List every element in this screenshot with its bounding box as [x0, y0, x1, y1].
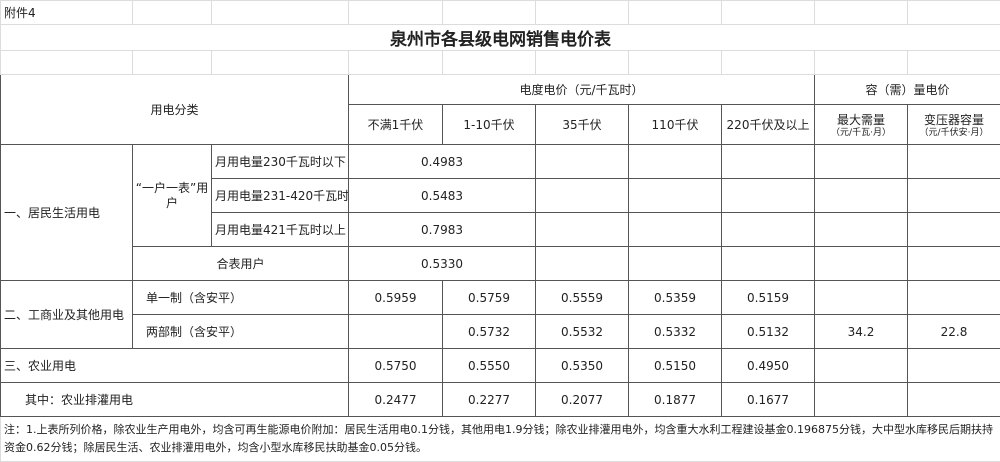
energy-price-header: 电度电价（元/千瓦时）	[349, 75, 815, 105]
price-cell: 0.5332	[629, 315, 722, 349]
price-cell: 0.5750	[349, 349, 443, 383]
price-cell: 0.1677	[722, 383, 815, 417]
price-cell: 0.5959	[349, 281, 443, 315]
price-cell: 0.2077	[536, 383, 629, 417]
commercial-label: 二、工商业及其他用电	[1, 281, 133, 349]
price-cell: 0.5350	[536, 349, 629, 383]
price-cell: 0.5732	[443, 315, 536, 349]
single-rate-label: 单一制（含安平）	[133, 281, 349, 315]
tier-label: 月用电量230千瓦时以下	[212, 145, 349, 179]
price-cell: 0.4983	[349, 145, 536, 179]
voltage-header: 不满1千伏	[349, 105, 443, 145]
table-row: 三、农业用电 0.5750 0.5550 0.5350 0.5150 0.495…	[1, 349, 1000, 383]
price-cell: 0.5483	[349, 179, 536, 213]
tier-label: 月用电量231-420千瓦时	[212, 179, 349, 213]
price-cell: 0.5150	[629, 349, 722, 383]
agriculture-label: 三、农业用电	[1, 349, 349, 383]
price-cell: 0.5359	[629, 281, 722, 315]
price-cell	[349, 315, 443, 349]
capacity-price-header: 容（需）量电价	[815, 75, 1000, 105]
price-cell: 0.5759	[443, 281, 536, 315]
category-header: 用电分类	[1, 75, 349, 145]
price-cell: 0.5132	[722, 315, 815, 349]
price-cell: 0.4950	[722, 349, 815, 383]
price-cell: 0.5159	[722, 281, 815, 315]
table-row: 二、工商业及其他用电 单一制（含安平） 0.5959 0.5759 0.5559…	[1, 281, 1000, 315]
price-cell: 0.5330	[349, 247, 536, 281]
price-cell: 0.5550	[443, 349, 536, 383]
price-cell: 0.5532	[536, 315, 629, 349]
max-demand-header: 最大需量（元/千瓦·月）	[815, 105, 908, 145]
price-cell: 0.1877	[629, 383, 722, 417]
voltage-header: 35千伏	[536, 105, 629, 145]
single-meter-label: “一户一表”用户	[133, 145, 212, 247]
table-row: 其中：农业排灌用电 0.2477 0.2277 0.2077 0.1877 0.…	[1, 383, 1000, 417]
price-cell: 0.7983	[349, 213, 536, 247]
attachment-label: 附件4	[1, 1, 133, 25]
irrigation-label: 其中：农业排灌用电	[1, 383, 349, 417]
page-title: 泉州市各县级电网销售电价表	[1, 25, 1000, 51]
transformer-capacity-header: 变压器容量（元/千伏安·月）	[908, 105, 1000, 145]
two-part-label: 两部制（含安平）	[133, 315, 349, 349]
price-cell: 0.2477	[349, 383, 443, 417]
table-row: 两部制（含安平） 0.5732 0.5532 0.5332 0.5132 34.…	[1, 315, 1000, 349]
transformer-price: 22.8	[908, 315, 1000, 349]
residential-label: 一、居民生活用电	[1, 145, 133, 281]
tier-label: 月用电量421千瓦时以上	[212, 213, 349, 247]
voltage-header: 220千伏及以上	[722, 105, 815, 145]
price-cell: 0.5559	[536, 281, 629, 315]
voltage-header: 110千伏	[629, 105, 722, 145]
shared-meter-label: 合表用户	[133, 247, 349, 281]
table-row: 一、居民生活用电 “一户一表”用户 月用电量230千瓦时以下 0.4983	[1, 145, 1000, 179]
voltage-header: 1-10千伏	[443, 105, 536, 145]
price-cell: 0.2277	[443, 383, 536, 417]
table-row: 合表用户 0.5330	[1, 247, 1000, 281]
max-demand-price: 34.2	[815, 315, 908, 349]
footnote: 注：1.上表所列价格，除农业生产用电外，均含可再生能源电价附加：居民生活用电0.…	[1, 417, 1000, 462]
